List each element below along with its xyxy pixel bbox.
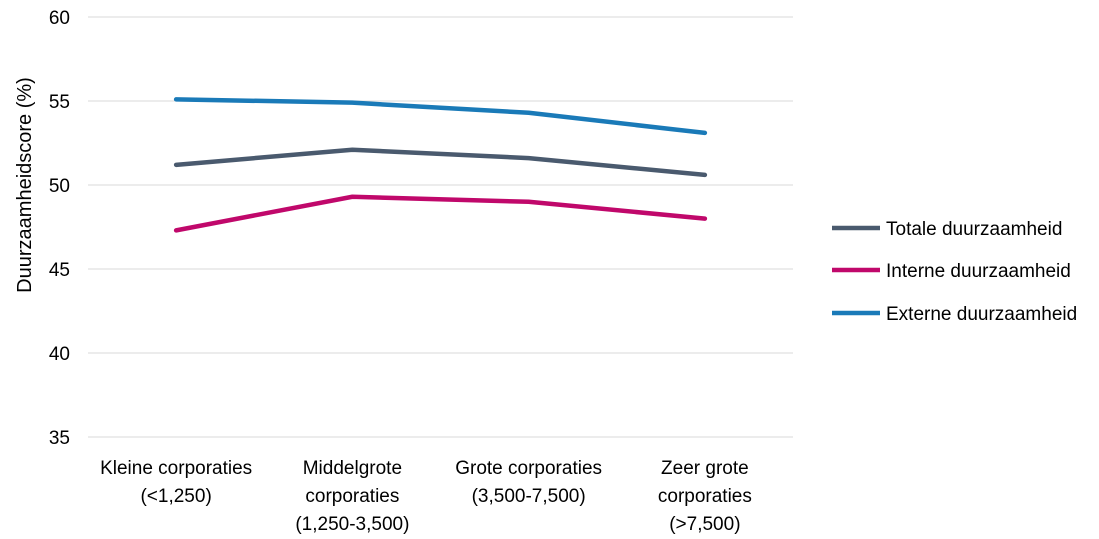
x-category-label: Middelgrote corporaties (1,250-3,500) [295,458,409,535]
x-category-label: Grote corporaties (3,500-7,500) [455,458,602,507]
y-tick-label: 50 [49,176,70,197]
series-line [173,147,708,178]
legend-label: Interne duurzaamheid [886,261,1071,282]
x-category-label: Zeer grote corporaties (>7,500) [658,458,752,535]
y-tick-label: 55 [49,92,70,113]
y-axis-ticks: 35 40 45 50 55 60 [49,8,70,449]
series-line [173,194,708,233]
legend: Totale duurzaamheid Interne duurzaamheid E… [832,219,1077,325]
y-axis-title: Duurzaamheidscore (%) [14,77,36,293]
legend-label: Externe duurzaamheid [886,304,1077,325]
legend-label: Totale duurzaamheid [886,219,1062,240]
y-tick-label: 35 [49,428,70,449]
y-tick-label: 40 [49,344,70,365]
x-category-label: Kleine corporaties (<1,250) [100,458,252,507]
y-tick-label: 60 [49,8,70,29]
series-lines [173,97,708,233]
series-line [173,97,708,136]
x-axis-categories: Kleine corporaties (<1,250) Middelgrote cor… [100,458,752,535]
y-tick-label: 45 [49,260,70,281]
